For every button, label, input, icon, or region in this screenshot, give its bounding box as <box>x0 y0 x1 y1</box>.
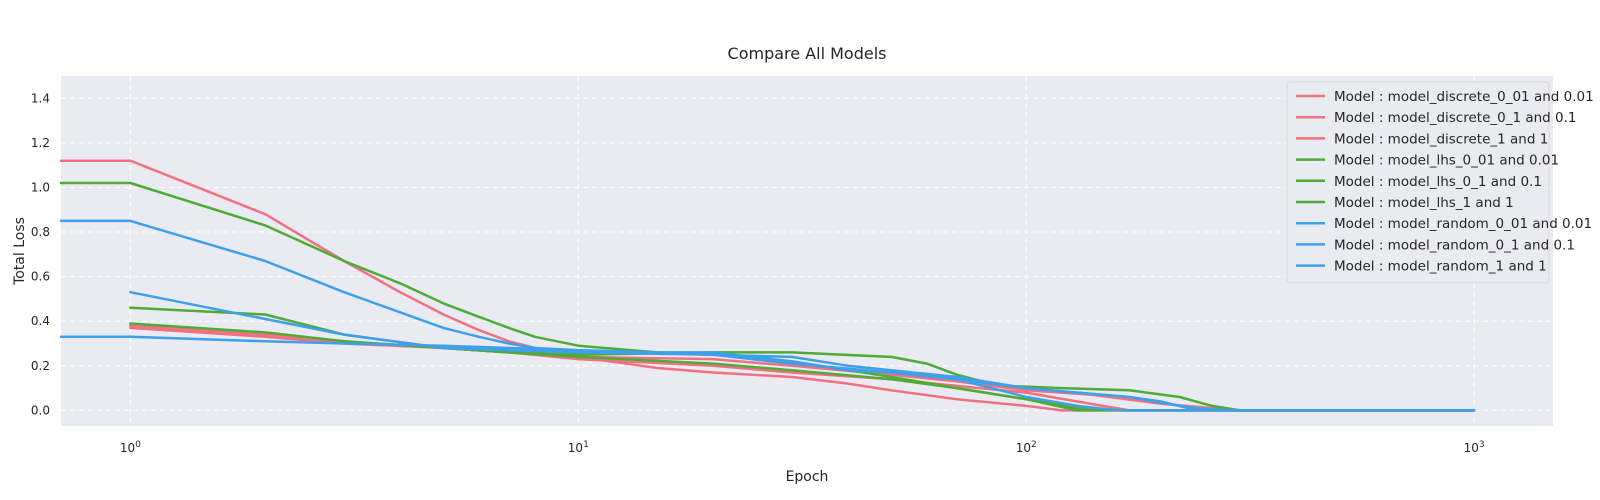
x-tick-labels: 100 101 102 103 <box>120 440 1485 455</box>
series-line-9 <box>59 219 1476 412</box>
legend-entry-9: Model : model_random_1 and 1 <box>1334 259 1547 275</box>
x-axis-label: Epoch <box>786 469 829 485</box>
y-axis-label: Total Loss <box>12 217 28 286</box>
y-tick-label: 1.4 <box>31 91 50 105</box>
x-tick-label: 102 <box>1016 440 1037 455</box>
series-line-6 <box>59 181 1476 412</box>
y-tick-label: 0.0 <box>31 403 50 417</box>
legend-entry-8: Model : model_random_0_1 and 0.1 <box>1334 237 1575 253</box>
x-tick-label: 103 <box>1464 440 1485 455</box>
x-tick-label: 101 <box>568 440 589 455</box>
legend-entry-6: Model : model_lhs_1 and 1 <box>1334 195 1514 211</box>
legend-entry-1: Model : model_discrete_0_01 and 0.01 <box>1334 89 1594 105</box>
legend: Model : model_discrete_0_01 and 0.01 Mode… <box>1286 81 1594 284</box>
legend-entry-7: Model : model_random_0_01 and 0.01 <box>1334 216 1592 232</box>
y-tick-label: 1.0 <box>31 180 50 194</box>
y-tick-label: 0.2 <box>31 359 50 373</box>
chart-title: Compare All Models <box>728 44 887 63</box>
legend-entry-4: Model : model_lhs_0_01 and 0.01 <box>1334 153 1559 169</box>
y-tick-labels: 0.0 0.2 0.4 0.6 0.8 1.0 1.2 1.4 <box>31 91 50 417</box>
legend-box <box>1286 81 1550 284</box>
x-tick-label: 100 <box>120 440 141 455</box>
legend-entry-5: Model : model_lhs_0_1 and 0.1 <box>1334 174 1542 190</box>
series-line-3 <box>59 159 1476 412</box>
y-tick-label: 1.2 <box>31 136 50 150</box>
y-tick-label: 0.6 <box>31 270 50 284</box>
series-line-8 <box>59 335 1476 412</box>
series-lines <box>59 159 1476 412</box>
y-tick-label: 0.8 <box>31 225 50 239</box>
legend-entry-2: Model : model_discrete_0_1 and 0.1 <box>1334 110 1577 126</box>
legend-entry-3: Model : model_discrete_1 and 1 <box>1334 131 1548 147</box>
y-tick-label: 0.4 <box>31 314 50 328</box>
